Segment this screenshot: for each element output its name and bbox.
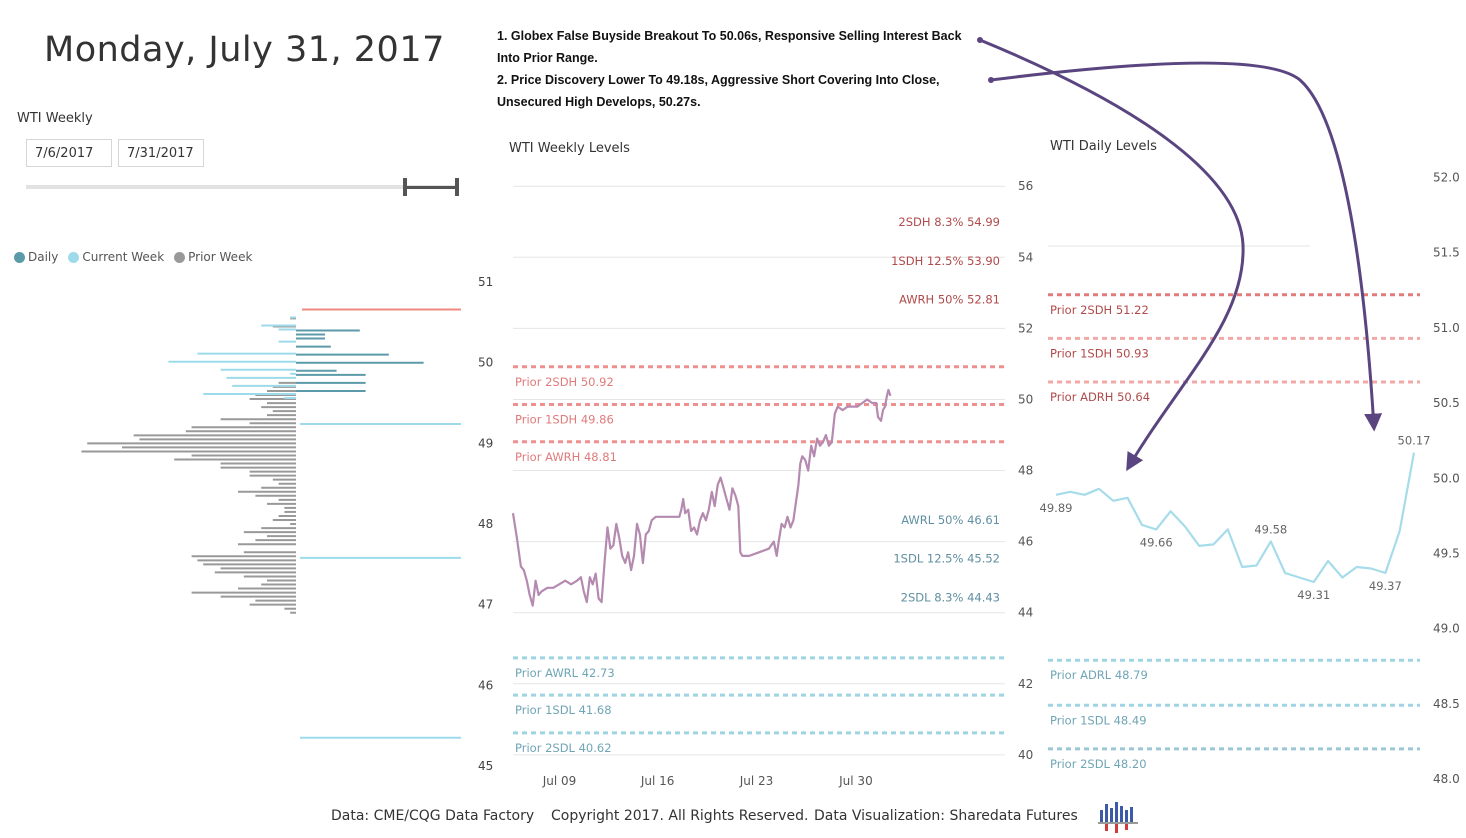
weekly-y-tick-6: 44 bbox=[1018, 606, 1033, 620]
volume-profile-chart: 51 50 49 48 47 46 45 bbox=[81, 275, 493, 773]
annotation-note-1: 1. Globex False Buyside Breakout To 50.0… bbox=[497, 29, 962, 65]
weekly-level-label-2: AWRH 50% 52.81 bbox=[899, 293, 1000, 307]
slider-handle-end[interactable] bbox=[455, 178, 459, 196]
legend-item-daily[interactable]: Daily bbox=[14, 250, 58, 264]
slider-handle-start[interactable] bbox=[403, 178, 407, 196]
daily-level-label-2: Prior ADRH 50.64 bbox=[1050, 390, 1150, 404]
weekly-y-tick-5: 46 bbox=[1018, 535, 1033, 549]
slider-range bbox=[405, 186, 457, 189]
daily-point-label-4: 49.37 bbox=[1369, 579, 1402, 593]
slider-track bbox=[26, 185, 456, 189]
legend-swatch-daily bbox=[14, 251, 25, 263]
weekly-x-tick-1: Jul 16 bbox=[640, 774, 675, 788]
weekly-y-tick-0: 56 bbox=[1018, 179, 1033, 193]
weekly-level-label-1: 1SDH 12.5% 53.90 bbox=[891, 254, 1000, 268]
weekly-y-tick-3: 50 bbox=[1018, 392, 1033, 406]
weekly-x-tick-0: Jul 09 bbox=[542, 774, 577, 788]
arrow-2-start-dot bbox=[988, 77, 994, 83]
weekly-level-label-8: 2SDL 8.3% 44.43 bbox=[901, 590, 1000, 604]
weekly-y-tick-1: 54 bbox=[1018, 250, 1033, 264]
daily-y-tick-0: 52.0 bbox=[1433, 171, 1460, 185]
weekly-price-line bbox=[511, 388, 892, 607]
daily-y-tick-2: 51.0 bbox=[1433, 321, 1460, 335]
date-range-slider[interactable] bbox=[20, 172, 470, 202]
daily-point-label-1: 49.66 bbox=[1140, 535, 1173, 549]
daily-level-label-0: Prior 2SDH 51.22 bbox=[1050, 303, 1149, 317]
legend-label-prior-week: Prior Week bbox=[188, 250, 253, 264]
daily-level-label-5: Prior 2SDL 48.20 bbox=[1050, 757, 1147, 771]
weekly-y-tick-2: 52 bbox=[1018, 321, 1033, 335]
weekly-level-label-7: 1SDL 12.5% 45.52 bbox=[893, 552, 1000, 566]
daily-levels-chart: 52.0 51.5 51.0 50.5 50.0 49.5 49.0 48.5 48.0 Prio… bbox=[1040, 171, 1460, 786]
weekly-y-tick-4: 48 bbox=[1018, 464, 1033, 478]
daily-point-label-2: 49.58 bbox=[1254, 522, 1287, 536]
daily-chart-title: WTI Daily Levels bbox=[1050, 139, 1157, 154]
footer-source: Data: CME/CQG Data Factory bbox=[331, 808, 535, 824]
daily-y-tick-6: 49.0 bbox=[1433, 622, 1460, 636]
weekly-level-label-4: Prior 1SDH 49.86 bbox=[515, 412, 614, 426]
weekly-level-label-11: Prior 2SDL 40.62 bbox=[515, 741, 612, 755]
profile-y-tick-2: 49 bbox=[478, 436, 493, 450]
legend-swatch-prior-week bbox=[174, 251, 186, 263]
profile-y-tick-6: 45 bbox=[478, 759, 493, 773]
legend-item-prior-week[interactable]: Prior Week bbox=[174, 250, 252, 264]
footer-copyright: Copyright 2017. All Rights Reserved. bbox=[551, 808, 809, 824]
weekly-x-tick-3: Jul 30 bbox=[838, 774, 873, 788]
legend-item-current-week[interactable]: Current Week bbox=[68, 250, 164, 264]
weekly-level-label-3: Prior 2SDH 50.92 bbox=[515, 375, 614, 389]
daily-point-label-0: 49.89 bbox=[1040, 501, 1072, 515]
daily-level-label-1: Prior 1SDH 50.93 bbox=[1050, 346, 1149, 360]
weekly-y-tick-7: 42 bbox=[1018, 677, 1033, 691]
slicer-title: WTI Weekly bbox=[17, 111, 93, 126]
daily-y-tick-5: 49.5 bbox=[1433, 546, 1460, 560]
page-title: Monday, July 31, 2017 bbox=[44, 30, 445, 70]
daily-y-tick-3: 50.5 bbox=[1433, 396, 1460, 410]
daily-price-line bbox=[1055, 452, 1416, 584]
daily-level-label-4: Prior 1SDL 48.49 bbox=[1050, 713, 1147, 727]
end-date-input[interactable]: 7/31/2017 bbox=[118, 139, 204, 167]
legend-label-current-week: Current Week bbox=[82, 250, 165, 264]
profile-y-tick-5: 46 bbox=[478, 678, 493, 692]
weekly-level-label-6: AWRL 50% 46.61 bbox=[901, 513, 1000, 527]
weekly-y-tick-8: 40 bbox=[1018, 748, 1033, 762]
daily-y-tick-1: 51.5 bbox=[1433, 246, 1460, 260]
footer-visualization: Data Visualization: Sharedata Futures bbox=[814, 808, 1078, 824]
daily-point-label-3: 49.31 bbox=[1297, 588, 1330, 602]
legend: Daily Current Week Prior Week bbox=[14, 250, 252, 264]
profile-y-tick-1: 50 bbox=[478, 356, 493, 370]
profile-y-tick-0: 51 bbox=[478, 275, 493, 289]
profile-y-tick-4: 47 bbox=[478, 598, 493, 612]
weekly-level-label-0: 2SDH 8.3% 54.99 bbox=[898, 215, 1000, 229]
daily-y-tick-7: 48.5 bbox=[1433, 697, 1460, 711]
weekly-level-label-5: Prior AWRH 48.81 bbox=[515, 450, 617, 464]
daily-y-tick-4: 50.0 bbox=[1433, 471, 1460, 485]
weekly-level-label-10: Prior 1SDL 41.68 bbox=[515, 703, 612, 717]
weekly-level-label-9: Prior AWRL 42.73 bbox=[515, 666, 615, 680]
start-date-input[interactable]: 7/6/2017 bbox=[26, 139, 112, 167]
daily-level-label-3: Prior ADRL 48.79 bbox=[1050, 668, 1148, 682]
weekly-levels-chart: 56 54 52 50 48 46 44 42 40 Jul 09 Jul 16 Jul 23 Jul … bbox=[511, 179, 1033, 788]
legend-label-daily: Daily bbox=[28, 250, 59, 264]
daily-y-tick-8: 48.0 bbox=[1433, 772, 1460, 786]
profile-y-tick-3: 48 bbox=[478, 517, 493, 531]
sharedata-logo bbox=[1098, 802, 1138, 833]
annotation-note-2: 2. Price Discovery Lower To 49.18s, Aggr… bbox=[497, 73, 940, 109]
daily-point-label-5: 50.17 bbox=[1398, 434, 1431, 448]
weekly-chart-title: WTI Weekly Levels bbox=[509, 141, 630, 156]
legend-swatch-current-week bbox=[68, 251, 80, 263]
weekly-x-tick-2: Jul 23 bbox=[739, 774, 774, 788]
